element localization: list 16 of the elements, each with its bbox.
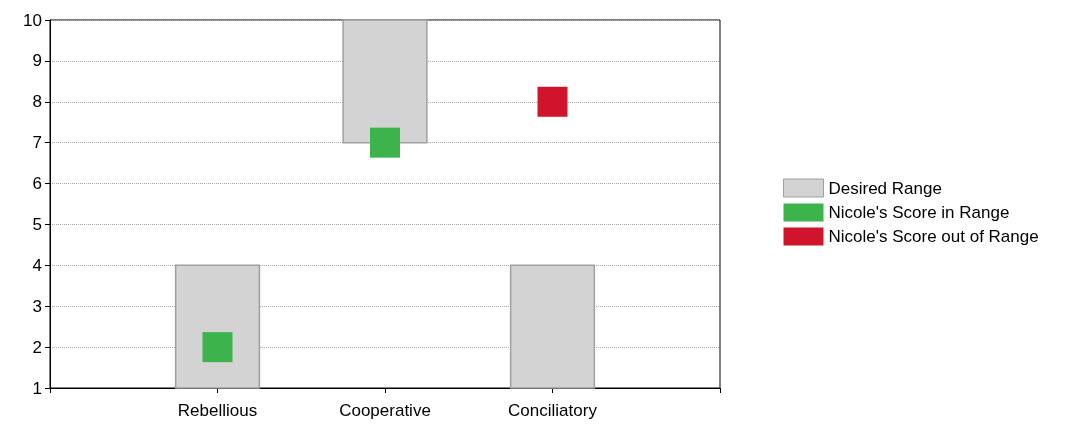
y-tick-label: 4 — [32, 255, 42, 275]
y-tick-label: 3 — [32, 296, 42, 316]
legend-label: Nicole's Score out of Range — [828, 227, 1039, 246]
y-tick-label: 9 — [32, 51, 42, 71]
x-tick-label: Rebellious — [177, 401, 258, 420]
x-tick-label: Conciliatory — [508, 401, 598, 420]
x-tick-label: Cooperative — [339, 401, 431, 420]
y-tick-label: 8 — [32, 92, 42, 112]
legend-label: Nicole's Score in Range — [828, 203, 1010, 222]
legend-label: Desired Range — [828, 178, 942, 198]
y-tick-label: 5 — [32, 214, 42, 234]
y-tick-label: 1 — [32, 378, 42, 398]
y-tick-label: 7 — [32, 133, 42, 153]
y-tick-label: 2 — [32, 337, 42, 357]
y-tick-label: 6 — [32, 174, 42, 194]
y-tick-label: 10 — [23, 10, 42, 30]
